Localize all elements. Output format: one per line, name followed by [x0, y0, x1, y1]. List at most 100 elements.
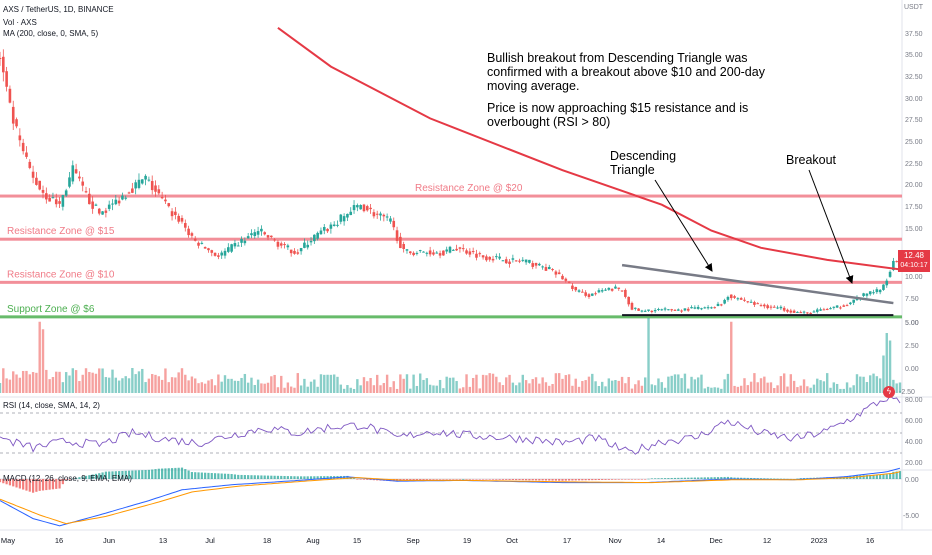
- volume-bar: [359, 385, 362, 393]
- macd-histogram-bar: [577, 479, 581, 481]
- volume-bar: [538, 383, 541, 393]
- macd-legend[interactable]: MACD (12, 26, close, 9, EMA, EMA): [3, 474, 132, 483]
- macd-histogram-bar: [223, 473, 227, 479]
- volume-bar: [505, 377, 508, 393]
- candle-body: [326, 228, 329, 232]
- volume-bar: [445, 376, 448, 393]
- macd-histogram-bar: [144, 470, 147, 479]
- candle-body: [296, 252, 300, 254]
- macd-histogram-bar: [31, 479, 35, 493]
- candle-body: [637, 308, 640, 311]
- volume-bar: [832, 382, 836, 393]
- triangle-arrow: [654, 179, 713, 272]
- candle-body: [187, 228, 190, 236]
- volume-bar: [826, 373, 829, 393]
- volume-bar: [594, 381, 597, 393]
- candle-body: [425, 252, 429, 254]
- candle-body: [230, 244, 233, 252]
- volume-bar: [895, 383, 898, 393]
- volume-bar: [217, 374, 220, 393]
- macd-histogram-bar: [753, 478, 756, 479]
- macd-histogram-bar: [574, 479, 577, 481]
- candle-body: [865, 293, 869, 296]
- volume-bar: [485, 375, 488, 393]
- volume-bar: [488, 373, 491, 393]
- candle-body: [763, 304, 766, 307]
- volume-bar: [157, 376, 161, 393]
- volume-bar: [385, 374, 389, 393]
- volume-bar: [753, 373, 756, 393]
- volume-legend[interactable]: Vol · AXS: [3, 18, 37, 27]
- volume-bar: [730, 321, 733, 393]
- volume-bar: [21, 370, 25, 393]
- candle-body: [442, 250, 445, 256]
- candle-body: [753, 302, 756, 305]
- candle-body: [38, 180, 42, 190]
- volume-bar: [640, 385, 644, 393]
- macd-histogram-bar: [309, 476, 313, 479]
- volume-bar: [94, 373, 98, 393]
- macd-histogram-bar: [197, 472, 200, 479]
- volume-bar: [892, 379, 895, 393]
- volume-bar: [521, 374, 524, 393]
- macd-histogram-bar: [885, 474, 888, 479]
- macd-histogram-bar: [564, 479, 567, 481]
- ma-legend[interactable]: MA (200, close, 0, SMA, 5): [3, 29, 99, 38]
- volume-bar: [389, 387, 392, 393]
- volume-bar: [508, 374, 511, 393]
- time-tick-18: 18: [263, 536, 271, 545]
- volume-bar: [372, 385, 376, 393]
- volume-bar: [144, 382, 147, 393]
- volume-bar: [465, 374, 468, 393]
- volume-bar: [266, 382, 270, 393]
- macd-histogram-bar: [362, 479, 366, 480]
- price-tick-5.00: 5.00: [905, 320, 919, 327]
- candle-body: [782, 307, 786, 311]
- macd-histogram-bar: [730, 477, 733, 479]
- volume-bar: [435, 385, 438, 393]
- candle-body: [48, 198, 51, 202]
- macd-histogram-bar: [124, 470, 127, 479]
- volume-bar: [147, 378, 151, 393]
- macd-tick: -5.00: [903, 513, 919, 520]
- macd-histogram-bar: [286, 476, 289, 479]
- volume-bar: [448, 377, 452, 393]
- macd-histogram-bar: [101, 472, 104, 479]
- volume-bar: [693, 379, 697, 393]
- flash-event-icon[interactable]: ϟ: [883, 386, 895, 398]
- volume-bar: [425, 378, 429, 393]
- volume-bar: [293, 387, 296, 393]
- macd-histogram-bar: [190, 472, 194, 479]
- macd-histogram-bar: [654, 478, 657, 479]
- volume-bar: [114, 377, 118, 393]
- candle-body: [352, 205, 356, 211]
- volume-bar: [243, 373, 247, 393]
- volume-bar: [270, 376, 273, 393]
- macd-histogram-bar: [544, 479, 548, 481]
- volume-bar: [280, 375, 283, 393]
- candle-body: [144, 175, 147, 180]
- macd-histogram-bar: [869, 474, 872, 479]
- macd-histogram-bar: [157, 468, 160, 479]
- candle-body: [336, 224, 339, 226]
- symbol-legend[interactable]: AXS / TetherUS, 1D, BINANCE: [3, 5, 114, 14]
- price-tick-27.50: 27.50: [905, 117, 923, 124]
- candle-body: [382, 214, 386, 217]
- macd-histogram-bar: [468, 479, 471, 480]
- candle-body: [210, 250, 214, 253]
- rsi-legend[interactable]: RSI (14, close, SMA, 14, 2): [3, 401, 100, 410]
- volume-bar: [650, 384, 654, 393]
- macd-histogram-bar: [700, 477, 703, 479]
- volume-bar: [127, 378, 131, 393]
- candle-body: [845, 305, 849, 307]
- macd-histogram-bar: [680, 477, 683, 479]
- volume-bar: [392, 381, 395, 393]
- price-tick-10.00: 10.00: [905, 274, 923, 281]
- macd-histogram-bar: [796, 478, 799, 480]
- macd-histogram-bar: [88, 475, 91, 479]
- time-tick-Aug: Aug: [306, 536, 319, 545]
- macd-histogram-bar: [35, 479, 38, 492]
- macd-histogram-bar: [435, 479, 438, 480]
- candle-body: [359, 205, 362, 210]
